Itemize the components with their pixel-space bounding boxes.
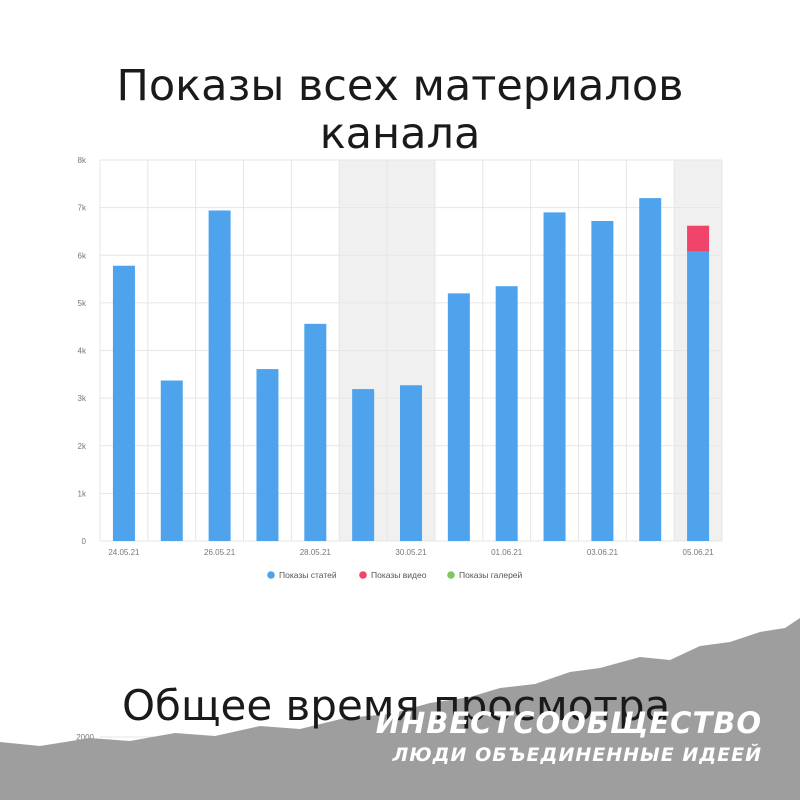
legend-label: Показы галерей — [459, 570, 523, 580]
bar-articles[interactable] — [352, 389, 375, 541]
x-tick-label: 28.05.21 — [300, 548, 332, 557]
bar-articles[interactable] — [639, 198, 662, 541]
legend-label: Показы видео — [371, 570, 427, 580]
y-tick-label: 2k — [78, 442, 87, 451]
y-tick-label: 2000 — [76, 733, 94, 742]
bar-articles[interactable] — [543, 212, 566, 541]
x-tick-label: 30.05.21 — [395, 548, 427, 557]
bar-video[interactable] — [687, 225, 710, 252]
legend-item[interactable]: Показы статей — [267, 570, 337, 580]
bar-articles[interactable] — [447, 293, 470, 541]
bar-articles[interactable] — [400, 385, 422, 541]
y-tick-label: 3k — [78, 394, 87, 403]
y-tick-label: 1k — [78, 489, 87, 498]
bar-articles[interactable] — [112, 265, 135, 541]
legend-swatch — [359, 571, 367, 579]
bar-articles[interactable] — [304, 323, 327, 541]
brand-name: ИНВЕСТСООБЩЕСТВО — [375, 706, 762, 740]
x-tick-label: 05.06.21 — [683, 548, 715, 557]
y-tick-label: 6k — [78, 251, 87, 260]
legend-item[interactable]: Показы видео — [359, 570, 427, 580]
y-tick-label: 0 — [82, 537, 87, 546]
legend-item[interactable]: Показы галерей — [447, 570, 523, 580]
x-tick-label: 03.06.21 — [587, 548, 619, 557]
x-tick-label: 24.05.21 — [108, 548, 140, 557]
legend-swatch — [267, 571, 275, 579]
legend-swatch — [447, 571, 455, 579]
legend-label: Показы статей — [279, 570, 337, 580]
brand-tagline: ЛЮДИ ОБЪЕДИНЕННЫЕ ИДЕЕЙ — [392, 744, 762, 766]
x-tick-label: 26.05.21 — [204, 548, 236, 557]
y-tick-label: 4k — [78, 347, 87, 356]
y-tick-label: 5k — [78, 299, 87, 308]
x-axis-ticks: 24.05.21 26.05.21 28.05.21 30.05.21 01.06.21… — [108, 548, 714, 557]
chart-title-line2: канала — [319, 109, 481, 159]
x-tick-label: 01.06.21 — [491, 548, 523, 557]
chart-title-line1: Показы всех материалов — [116, 61, 684, 111]
bar-articles[interactable] — [256, 369, 279, 541]
bars — [112, 198, 710, 542]
y-axis-ticks: 0 1k 2k 3k 4k 5k 6k 7k 8k — [78, 156, 87, 546]
bar-articles[interactable] — [160, 380, 183, 541]
y-tick-label: 7k — [78, 204, 87, 213]
bar-articles[interactable] — [208, 210, 231, 542]
torn-paper-overlay — [0, 618, 800, 800]
bar-articles[interactable] — [591, 220, 614, 541]
bar-articles[interactable] — [687, 251, 710, 541]
legend: Показы статей Показы видео Показы галерей — [267, 570, 523, 580]
y-tick-label: 8k — [78, 156, 87, 165]
bar-articles[interactable] — [495, 286, 518, 541]
second-chart-title: Общее время просмотра — [122, 681, 671, 730]
